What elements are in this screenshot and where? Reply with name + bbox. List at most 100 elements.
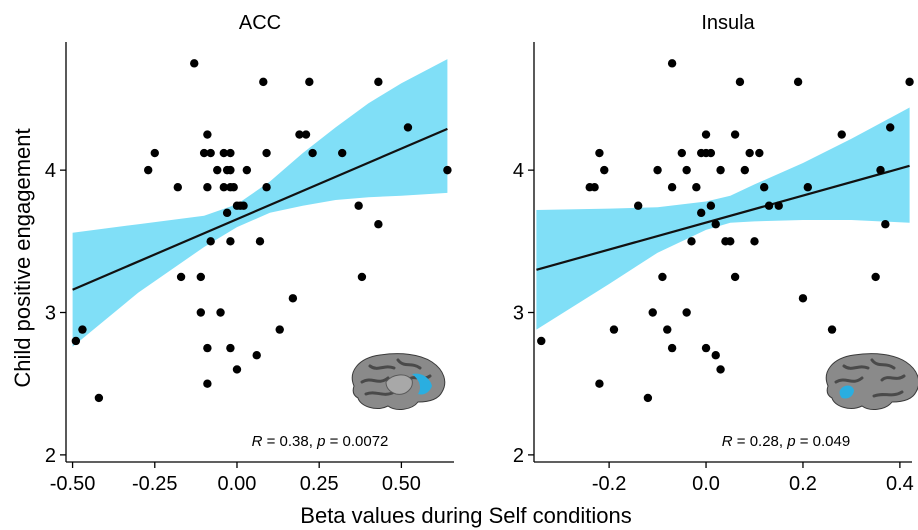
data-point	[295, 130, 304, 139]
data-point	[150, 148, 159, 158]
y-tick-label: 2	[45, 445, 56, 467]
data-point	[196, 308, 206, 317]
data-point	[706, 148, 716, 158]
data-point	[226, 165, 235, 175]
data-point	[764, 201, 774, 210]
data-point	[338, 148, 347, 158]
data-point	[199, 148, 209, 158]
x-tick-label: 0.2	[789, 473, 817, 495]
points-layer	[537, 59, 914, 403]
points-layer	[71, 59, 452, 403]
brain-medial-wall	[385, 374, 413, 395]
data-point	[262, 183, 271, 192]
y-tick-label: 3	[513, 303, 524, 325]
data-point	[78, 325, 87, 334]
data-point	[682, 308, 691, 317]
fit-line-layer	[72, 127, 448, 291]
data-point	[692, 183, 701, 192]
brain-illustration-insula	[825, 353, 918, 410]
data-point	[206, 237, 215, 246]
data-point	[701, 343, 711, 353]
y-tick-label: 4	[45, 160, 56, 182]
data-point	[203, 183, 212, 192]
data-point	[755, 148, 764, 158]
data-point	[750, 237, 759, 246]
data-point	[663, 325, 672, 334]
data-point	[798, 294, 808, 303]
data-point	[305, 77, 314, 87]
data-point	[726, 237, 735, 246]
data-point	[667, 183, 677, 192]
data-point	[226, 343, 235, 353]
data-point	[803, 183, 813, 192]
data-point	[590, 183, 599, 192]
axes-layer: -0.50 -0.25 0.00 0.25 0.50 2 3 4	[45, 42, 454, 495]
data-point	[730, 130, 740, 139]
data-point	[71, 336, 81, 346]
data-point	[667, 343, 677, 353]
panel-title: ACC	[239, 12, 281, 34]
confidence-band-layer	[72, 59, 448, 347]
brain-sulci	[834, 358, 906, 398]
data-point	[537, 336, 546, 346]
x-tick-label: 0.00	[218, 473, 257, 495]
data-point	[403, 123, 413, 132]
data-point	[301, 130, 311, 139]
data-point	[226, 237, 235, 246]
data-point	[259, 77, 268, 87]
x-tick-label: 0.50	[382, 473, 421, 495]
data-point	[711, 220, 720, 229]
data-point	[682, 165, 691, 175]
data-point	[275, 325, 284, 334]
correlation-stats: R = 0.28, p = 0.049	[722, 433, 850, 450]
x-tick-label: 0.0	[692, 473, 720, 495]
data-point	[357, 272, 367, 282]
x-tick-label: -0.50	[50, 473, 96, 495]
data-point	[196, 272, 206, 282]
data-point	[190, 59, 199, 68]
data-point	[374, 77, 383, 87]
brain-illustration-acc	[351, 353, 446, 410]
data-point	[711, 351, 720, 360]
data-point	[226, 148, 235, 158]
data-point	[595, 379, 604, 388]
y-tick-label: 2	[513, 445, 524, 467]
data-point	[219, 183, 229, 192]
data-point	[252, 351, 261, 360]
panel-acc: ACC -0.50 -0.25 0.00 0.25 0.50 2 3 4 R = 0.38, …	[45, 12, 454, 495]
correlation-stats: R = 0.38, p = 0.0072	[252, 433, 389, 450]
data-point	[443, 165, 452, 175]
y-tick-label: 3	[45, 303, 56, 325]
data-point	[219, 148, 229, 158]
data-point	[633, 201, 643, 210]
data-point	[876, 165, 885, 175]
data-point	[730, 272, 740, 282]
data-point	[222, 208, 232, 218]
data-point	[176, 272, 186, 282]
data-point	[203, 343, 212, 353]
x-axis-title: Beta values during Self conditions	[300, 503, 631, 528]
brain-sulci	[360, 358, 432, 396]
data-point	[242, 165, 252, 175]
data-point	[288, 294, 298, 303]
panel-insula: Insula -0.2 0.0 0.2 0.4 3 4 2 R = 0.28, p = 0.…	[513, 12, 918, 495]
data-point	[144, 165, 153, 175]
data-point	[885, 123, 895, 132]
data-point	[216, 308, 225, 317]
y-axis-title: Child positive engagement	[10, 128, 35, 387]
data-point	[255, 237, 265, 246]
data-point	[905, 77, 914, 87]
data-point	[745, 148, 754, 158]
data-point	[206, 148, 215, 158]
y-tick-label: 4	[513, 160, 524, 182]
confidence-band	[72, 59, 448, 347]
data-point	[827, 325, 837, 334]
data-point	[687, 237, 696, 246]
data-point	[716, 165, 725, 175]
data-point	[667, 59, 677, 68]
data-point	[203, 379, 212, 388]
data-point	[653, 165, 662, 175]
data-point	[239, 201, 248, 210]
data-point	[600, 165, 609, 175]
